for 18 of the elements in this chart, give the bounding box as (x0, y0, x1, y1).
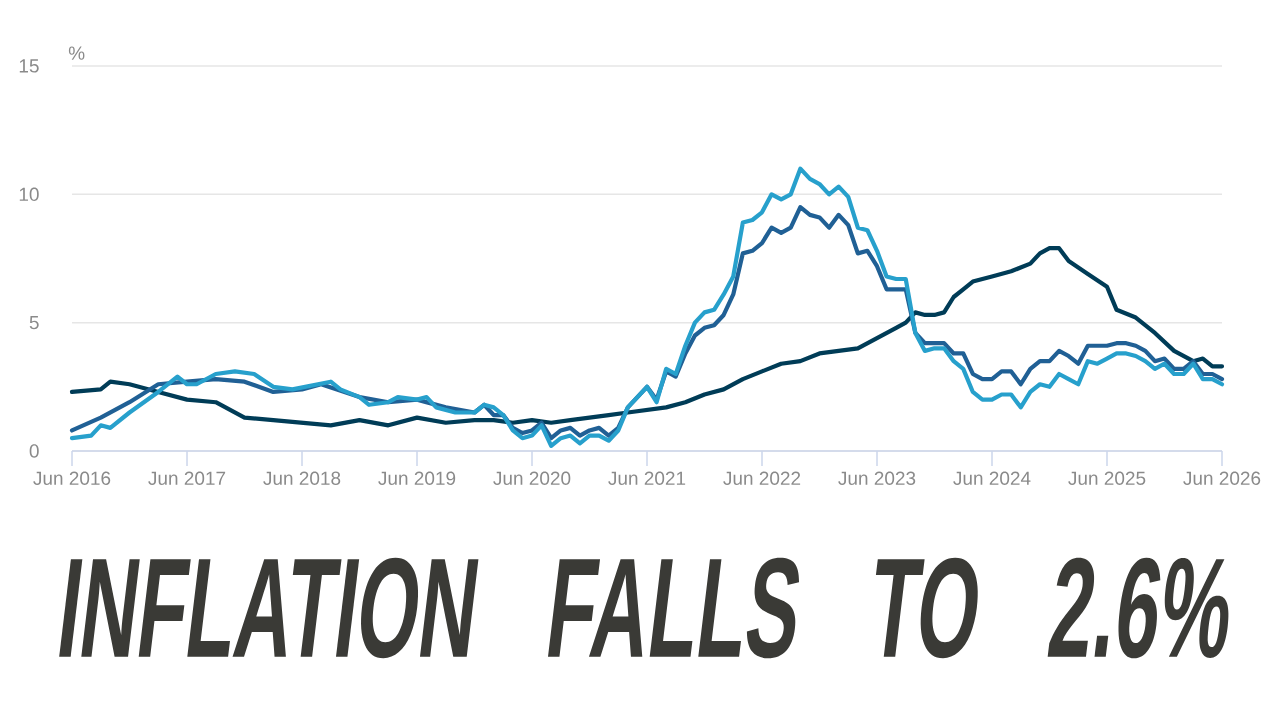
y-tick-label: 10 (19, 187, 39, 202)
y-tick-label: 15 (19, 59, 39, 73)
y-tick-label: 0 (29, 444, 39, 458)
x-tick-label: Jun 2022 (723, 471, 801, 485)
x-tick-label: Jun 2018 (263, 471, 341, 485)
y-tick-label: 5 (29, 316, 39, 330)
y-axis-title: % (68, 46, 85, 60)
x-tick-label: Jun 2021 (608, 471, 686, 485)
x-tick-label: Jun 2017 (148, 471, 226, 485)
x-tick-label: Jun 2019 (378, 471, 456, 485)
x-tick-label: Jun 2025 (1068, 471, 1146, 485)
text: INFLATION FALLS TO 2.6% (59, 557, 1229, 659)
x-tick-label: Jun 2016 (33, 471, 111, 485)
x-tick-label: Jun 2023 (838, 471, 916, 485)
line-series (69, 166, 1225, 448)
x-tick-label: Jun 2020 (493, 471, 571, 485)
x-tick-label: Jun 2024 (953, 471, 1031, 485)
x-tick-label: Jun 2026 (1183, 471, 1261, 485)
